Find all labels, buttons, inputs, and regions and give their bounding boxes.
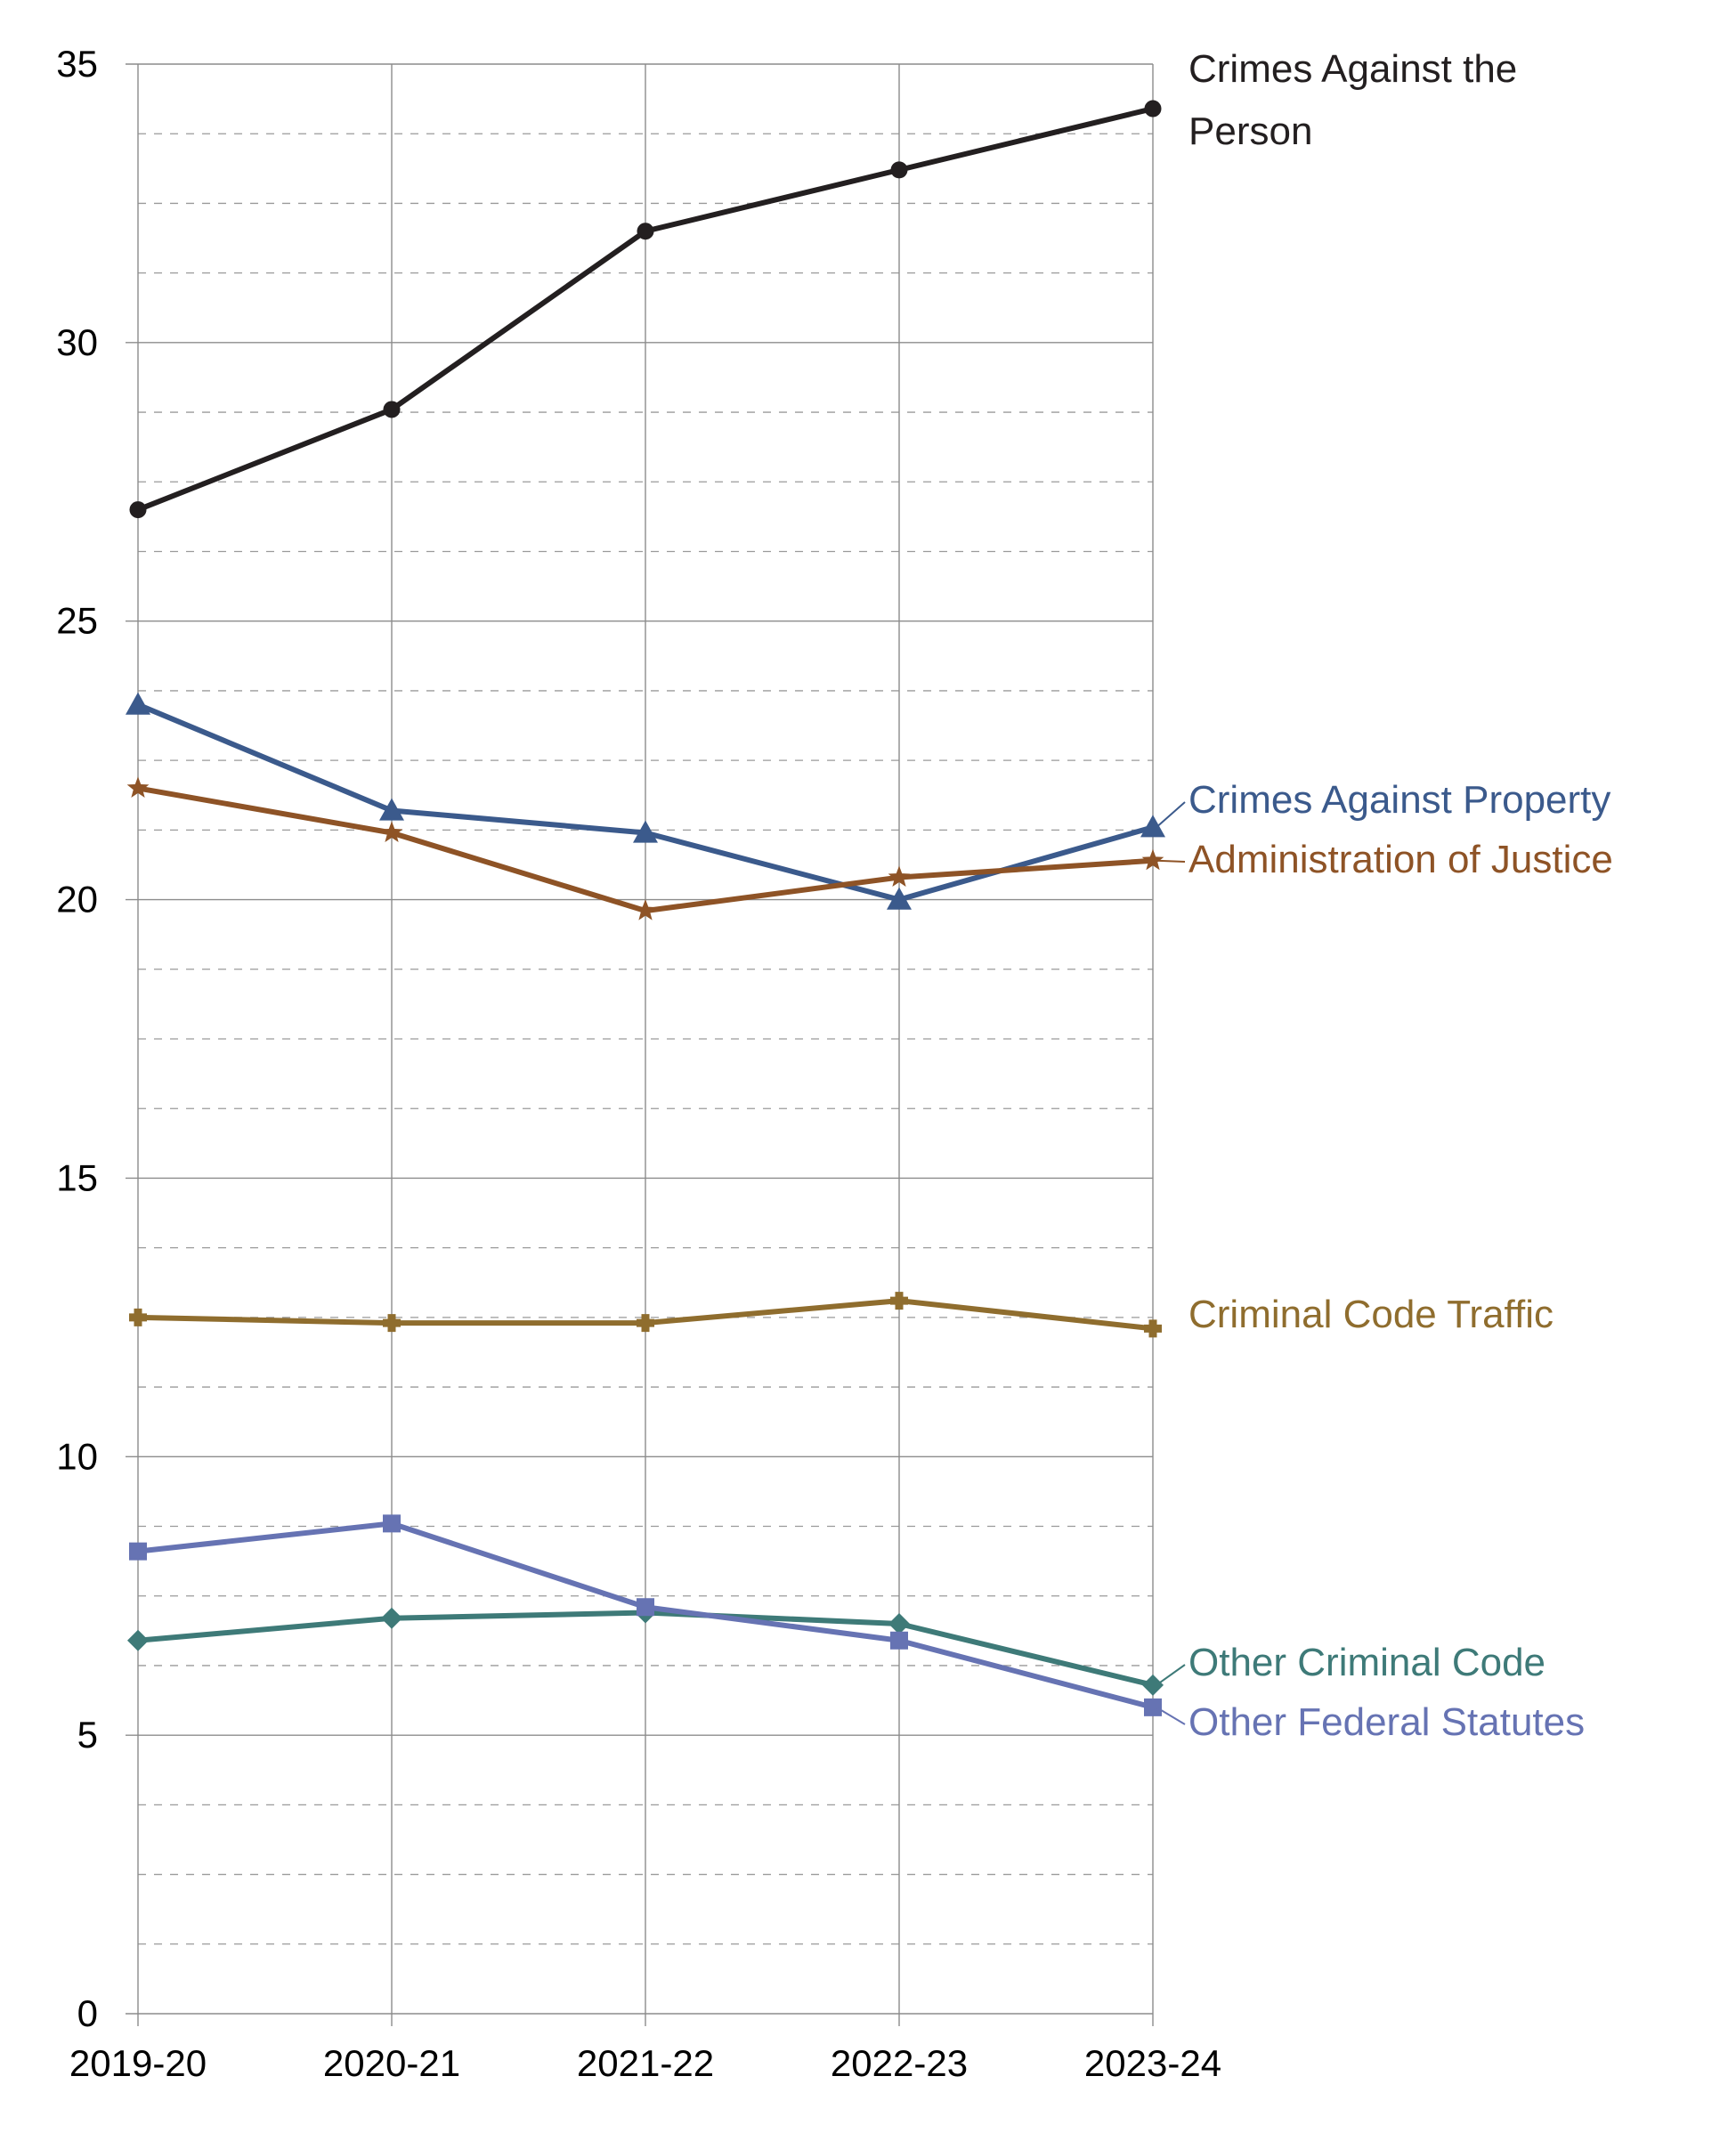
diamond-marker: [381, 1607, 402, 1629]
triangle-marker: [887, 887, 912, 910]
label-leader-line: [1156, 1706, 1186, 1725]
square-marker: [637, 1598, 654, 1617]
triangle-marker: [379, 798, 404, 821]
star-marker: [126, 776, 150, 798]
cross-marker: [383, 1314, 401, 1333]
square-marker: [383, 1514, 401, 1533]
series-criminal-code-traffic: [129, 1292, 1162, 1338]
series-crimes-against-the-person: [129, 100, 1162, 519]
series-crimes-against-property: [126, 692, 1165, 910]
circle-marker: [890, 161, 908, 179]
star-marker: [888, 865, 911, 888]
series-label: Other Federal Statutes: [1188, 1700, 1585, 1744]
diamond-marker: [888, 1613, 910, 1634]
series-label: Other Criminal Code: [1188, 1641, 1545, 1684]
x-tick-label: 2020-21: [323, 2042, 460, 2084]
triangle-marker: [126, 692, 150, 715]
series-label: Crimes Against the: [1188, 47, 1517, 91]
star-marker: [634, 899, 657, 920]
axes: 0 5 10 15 20 25 30 35 2019-20 2020-21 2021-22 2022-…: [56, 43, 1221, 2084]
y-tick-label: 0: [77, 1992, 98, 2034]
y-tick-label: 35: [56, 43, 98, 85]
x-tick-label: 2023-24: [1084, 2042, 1221, 2084]
y-tick-label: 5: [77, 1714, 98, 1756]
series-administration-of-justice: [126, 776, 1164, 920]
circle-marker: [1144, 100, 1162, 118]
x-tick-label: 2019-20: [69, 2042, 207, 2084]
circle-marker: [129, 501, 147, 519]
x-tick-label: 2021-22: [577, 2042, 714, 2084]
square-marker: [1144, 1698, 1162, 1716]
cross-marker: [637, 1314, 654, 1333]
triangle-marker: [633, 820, 658, 843]
circle-marker: [383, 401, 401, 418]
series-label: Administration of Justice: [1188, 838, 1613, 881]
series-other-federal-statutes: [129, 1514, 1162, 1716]
triangle-marker: [1140, 815, 1165, 838]
cross-marker: [1144, 1319, 1162, 1338]
series-label: Person: [1188, 109, 1312, 153]
cross-marker: [890, 1292, 908, 1310]
series-group: [126, 100, 1165, 1716]
series-labels: Crimes Against the Person Crimes Against P…: [1156, 47, 1613, 1744]
grid: [126, 63, 1154, 2026]
y-tick-label: 20: [56, 879, 98, 920]
square-marker: [890, 1631, 908, 1650]
y-tick-label: 30: [56, 321, 98, 363]
y-tick-label: 10: [56, 1435, 98, 1477]
star-marker: [380, 821, 403, 842]
y-tick-label: 15: [56, 1156, 98, 1198]
series-label: Crimes Against Property: [1188, 778, 1610, 822]
diamond-marker: [127, 1629, 149, 1651]
label-leader-line: [1156, 859, 1186, 863]
cross-marker: [129, 1308, 147, 1326]
circle-marker: [637, 223, 654, 240]
series-label: Criminal Code Traffic: [1188, 1293, 1553, 1336]
label-leader-line: [1156, 801, 1186, 828]
y-tick-label: 25: [56, 600, 98, 642]
square-marker: [129, 1542, 147, 1561]
label-leader-line: [1156, 1664, 1186, 1686]
x-tick-label: 2022-23: [831, 2042, 968, 2084]
star-marker: [1141, 848, 1164, 871]
diamond-marker: [1142, 1674, 1164, 1696]
